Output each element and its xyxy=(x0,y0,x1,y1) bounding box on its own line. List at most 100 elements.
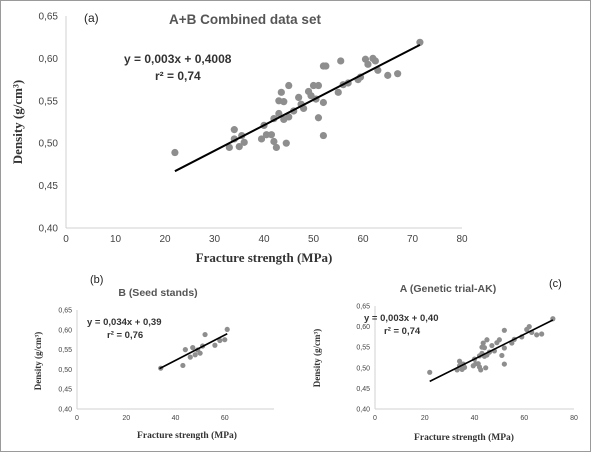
y-tick-label: 0,65 xyxy=(39,12,59,23)
trend-line xyxy=(174,43,421,173)
data-point xyxy=(501,361,507,367)
regression-equation: y = 0,034x + 0,39 xyxy=(87,317,161,328)
data-point xyxy=(456,358,463,364)
data-point xyxy=(461,364,468,370)
data-point xyxy=(364,60,372,68)
y-tick-label: 0,45 xyxy=(39,181,59,192)
x-tick-label: 0 xyxy=(75,415,79,422)
data-point xyxy=(240,138,248,146)
y-tick-label: 0,55 xyxy=(356,345,370,352)
regression-equation: y = 0,003x + 0,40 xyxy=(364,313,438,324)
data-point xyxy=(180,362,186,369)
panel-label: (b) xyxy=(90,274,103,286)
data-point xyxy=(314,81,323,90)
data-point xyxy=(371,57,379,65)
data-point xyxy=(499,352,505,359)
y-tick-label: 0,65 xyxy=(356,303,370,310)
data-point xyxy=(202,331,208,338)
panel-label: (a) xyxy=(84,11,99,25)
data-point xyxy=(295,93,303,102)
x-tick-label: 60 xyxy=(520,415,528,422)
regression-equation: y = 0,003x + 0,4008 xyxy=(124,52,232,66)
data-point xyxy=(222,337,228,343)
data-point xyxy=(319,98,327,107)
data-point xyxy=(501,327,507,333)
data-point xyxy=(272,143,280,152)
chart-title: A+B Combined data set xyxy=(169,12,321,27)
data-point xyxy=(262,131,271,139)
data-point xyxy=(275,109,283,118)
data-point xyxy=(192,352,198,358)
x-axis-label: Fracture strength (MPa) xyxy=(196,250,333,265)
x-tick-label: 0 xyxy=(373,415,377,422)
data-point xyxy=(314,114,323,122)
data-point xyxy=(197,350,203,356)
x-tick-label: 60 xyxy=(357,234,369,245)
data-point xyxy=(187,354,193,360)
data-point xyxy=(496,337,502,343)
data-point xyxy=(309,81,318,90)
data-point xyxy=(282,139,290,147)
y-axis-label: Density (g/cm³) xyxy=(10,80,25,164)
x-tick-label: 50 xyxy=(308,234,320,245)
data-point xyxy=(190,345,196,351)
data-point xyxy=(277,88,285,96)
y-tick-label: 0,65 xyxy=(58,307,72,314)
trend-line xyxy=(159,333,228,370)
x-tick-label: 10 xyxy=(110,234,122,245)
chart-title: B (Seed stands) xyxy=(118,287,197,299)
x-tick-label: 80 xyxy=(456,234,468,245)
panel-label: (c) xyxy=(549,278,562,290)
data-point xyxy=(384,71,392,79)
data-point xyxy=(270,137,278,146)
data-point xyxy=(480,340,486,346)
x-tick-label: 40 xyxy=(172,415,180,422)
data-point xyxy=(212,342,218,348)
data-point xyxy=(171,148,179,157)
y-tick-label: 0,40 xyxy=(39,224,59,235)
data-point xyxy=(280,98,288,106)
y-tick-label: 0,45 xyxy=(356,386,370,393)
y-tick-label: 0,40 xyxy=(356,406,370,413)
data-point xyxy=(489,342,495,349)
data-point xyxy=(257,135,266,143)
y-tick-label: 0,55 xyxy=(39,96,59,107)
y-tick-label: 0,45 xyxy=(58,387,72,394)
y-tick-label: 0,50 xyxy=(356,365,370,372)
data-point xyxy=(225,143,233,152)
data-point xyxy=(235,142,243,151)
data-point xyxy=(427,369,433,375)
data-point xyxy=(230,126,238,134)
y-tick-label: 0,50 xyxy=(58,367,72,374)
x-tick-label: 80 xyxy=(570,415,578,422)
x-axis-label: Fracture strength (MPa) xyxy=(137,430,237,441)
data-point xyxy=(217,337,223,344)
x-tick-label: 60 xyxy=(221,415,229,422)
x-tick-label: 20 xyxy=(159,234,171,245)
x-tick-label: 20 xyxy=(122,415,130,422)
data-point xyxy=(478,367,484,373)
x-tick-label: 30 xyxy=(209,234,221,245)
data-point xyxy=(534,332,540,338)
data-point xyxy=(416,38,424,46)
data-point xyxy=(285,81,293,90)
data-point xyxy=(182,347,188,353)
r-squared-label: r² = 0,76 xyxy=(107,330,143,341)
data-point xyxy=(484,337,490,343)
data-point xyxy=(501,345,507,351)
trend-line xyxy=(429,319,554,383)
x-tick-label: 20 xyxy=(421,415,429,422)
data-point xyxy=(285,113,293,121)
r-squared-label: r² = 0,74 xyxy=(384,326,421,337)
x-tick-label: 40 xyxy=(471,415,479,422)
data-point xyxy=(483,365,489,371)
data-point xyxy=(267,131,276,139)
x-tick-label: 0 xyxy=(63,234,69,245)
data-point xyxy=(394,70,402,78)
data-point xyxy=(322,62,330,70)
y-axis-label: Density (g/cm³) xyxy=(312,329,322,387)
data-point xyxy=(539,331,545,337)
x-axis-label: Fracture strength (MPa) xyxy=(414,432,514,443)
